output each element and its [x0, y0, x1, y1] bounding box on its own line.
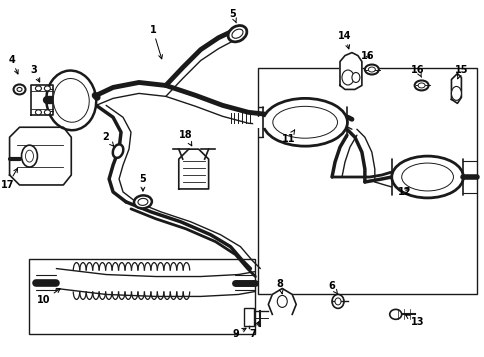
Polygon shape [10, 127, 71, 185]
Ellipse shape [53, 79, 89, 122]
Ellipse shape [137, 198, 148, 205]
Text: 15: 15 [454, 65, 467, 79]
Ellipse shape [334, 298, 340, 305]
Ellipse shape [262, 99, 347, 146]
Text: 6: 6 [328, 281, 337, 294]
Polygon shape [451, 74, 460, 104]
Ellipse shape [14, 85, 26, 94]
Polygon shape [268, 288, 296, 315]
Ellipse shape [341, 70, 353, 85]
Ellipse shape [45, 86, 50, 91]
Bar [258, 67, 476, 295]
Ellipse shape [227, 26, 246, 42]
Ellipse shape [364, 65, 378, 75]
Text: 13: 13 [405, 315, 424, 327]
Ellipse shape [389, 310, 401, 319]
Text: 5: 5 [228, 9, 236, 23]
Bar [244, 308, 254, 326]
Text: 16: 16 [410, 65, 424, 77]
Text: 5: 5 [139, 174, 146, 191]
Ellipse shape [451, 86, 460, 100]
Ellipse shape [113, 144, 123, 158]
Ellipse shape [35, 86, 41, 91]
Polygon shape [339, 52, 361, 89]
Text: 4: 4 [8, 55, 18, 74]
Ellipse shape [417, 83, 424, 88]
Text: 1: 1 [149, 25, 162, 59]
Ellipse shape [272, 106, 337, 138]
Ellipse shape [391, 156, 462, 198]
Text: 16: 16 [361, 51, 374, 61]
Ellipse shape [46, 71, 96, 130]
Text: 9: 9 [232, 328, 245, 339]
Ellipse shape [401, 163, 453, 191]
Ellipse shape [368, 67, 375, 72]
Ellipse shape [21, 145, 37, 167]
Ellipse shape [45, 110, 50, 115]
Ellipse shape [134, 195, 151, 208]
Text: 3: 3 [30, 65, 40, 82]
Text: 7: 7 [248, 322, 258, 339]
Ellipse shape [332, 295, 343, 308]
Text: 14: 14 [337, 31, 351, 49]
Ellipse shape [351, 72, 359, 82]
Text: 18: 18 [179, 130, 192, 146]
Text: 17: 17 [1, 169, 17, 190]
Text: 11: 11 [281, 130, 294, 144]
Text: 2: 2 [103, 132, 113, 146]
Ellipse shape [17, 87, 22, 91]
Text: 12: 12 [397, 187, 410, 197]
Text: 8: 8 [276, 280, 283, 294]
Ellipse shape [414, 80, 428, 90]
Ellipse shape [35, 110, 41, 115]
Bar [30, 258, 255, 334]
Ellipse shape [26, 150, 33, 162]
Text: 10: 10 [37, 289, 60, 306]
Polygon shape [179, 149, 208, 189]
Ellipse shape [231, 29, 242, 38]
Ellipse shape [277, 296, 287, 307]
